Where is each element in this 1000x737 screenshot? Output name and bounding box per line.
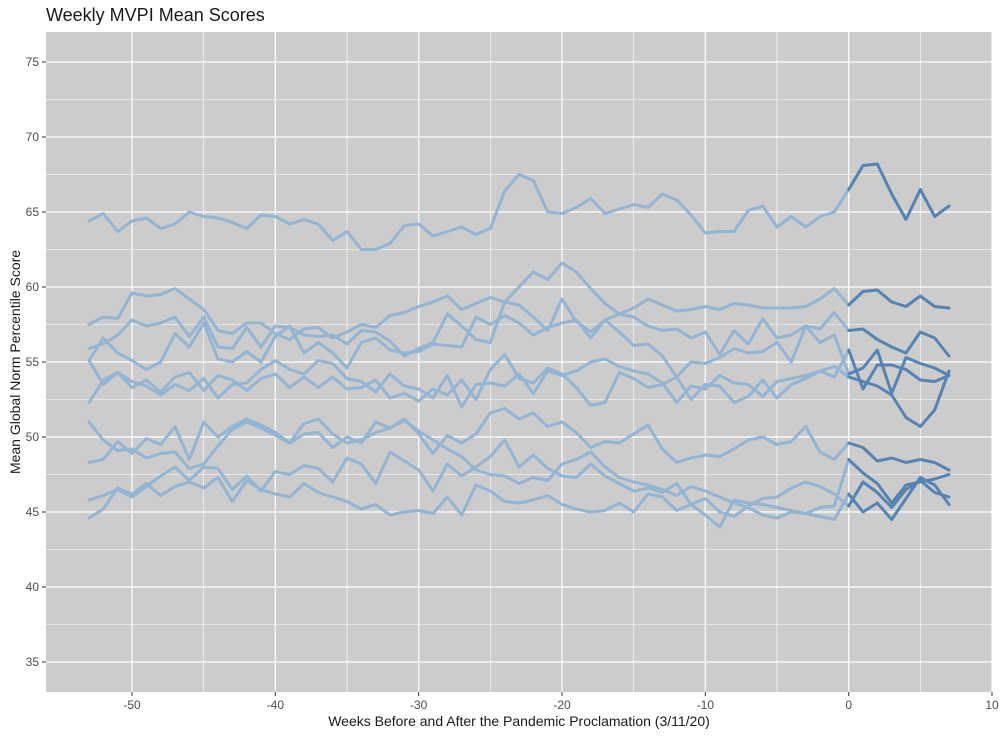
series-lines (87, 162, 951, 529)
x-tick-label: 10 (985, 698, 999, 712)
series-6-before-line (87, 348, 851, 409)
series-7-after-line (847, 441, 951, 472)
y-axis-title: Mean Global Norm Percentile Score (7, 250, 23, 474)
y-tick-label: 60 (26, 280, 40, 294)
x-tick-label: 0 (845, 698, 852, 712)
series-9-after-line (847, 479, 951, 509)
y-tick-label: 40 (26, 580, 40, 594)
series-3-after-line (847, 327, 951, 358)
series-1-after-line (847, 162, 951, 221)
y-axis: 35 40 45 50 55 60 65 70 75 (26, 55, 46, 669)
x-tick-label: -40 (267, 698, 285, 712)
series-1-before-line (87, 173, 851, 251)
y-tick-label: 75 (26, 55, 40, 69)
x-tick-label: -30 (410, 698, 428, 712)
y-tick-label: 55 (26, 355, 40, 369)
x-tick-label: -50 (123, 698, 141, 712)
series-10-after-line (847, 476, 951, 521)
series-10-before-line (87, 476, 851, 529)
series-8-after-line (847, 458, 951, 505)
series-2-before-line (87, 261, 851, 341)
series-4-before-line (87, 314, 851, 379)
series-2-after-line (847, 288, 951, 310)
y-tick-label: 45 (26, 505, 40, 519)
series-7-before-line (87, 407, 851, 464)
x-tick-label: -20 (553, 698, 571, 712)
series-6-after-line (847, 348, 951, 391)
series-4-after-line (847, 348, 951, 395)
x-axis: -50 -40 -30 -20 -10 0 10 (123, 692, 999, 712)
x-axis-title: Weeks Before and After the Pandemic Proc… (328, 713, 710, 729)
y-tick-label: 70 (26, 130, 40, 144)
x-tick-label: -10 (697, 698, 715, 712)
y-tick-label: 65 (26, 205, 40, 219)
y-tick-label: 35 (26, 655, 40, 669)
series-8-before-line (87, 419, 851, 520)
grid-lines (46, 32, 993, 692)
series-9-before-line (87, 438, 851, 518)
y-tick-label: 50 (26, 430, 40, 444)
series-5-before-line (87, 353, 851, 407)
chart-title: Weekly MVPI Mean Scores (46, 5, 265, 25)
